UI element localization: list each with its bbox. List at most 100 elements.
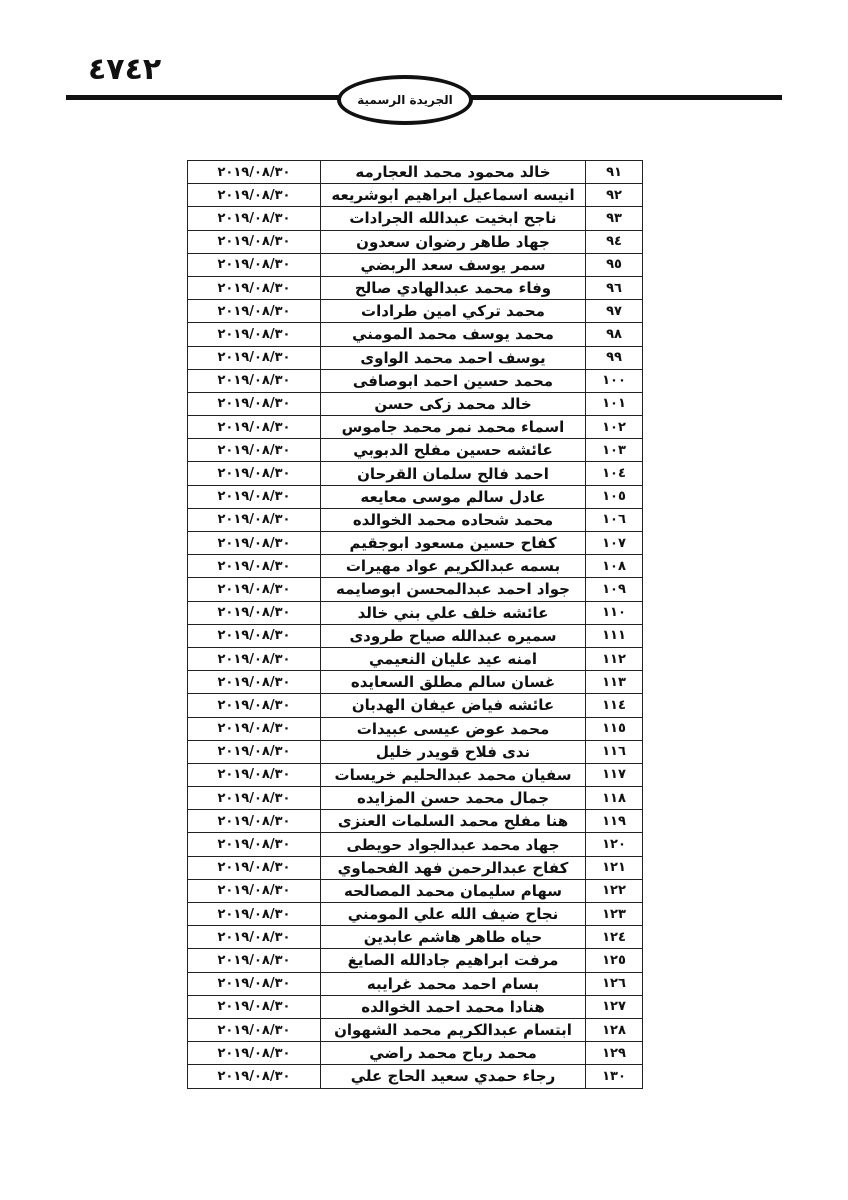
table-row: ١٢٥ مرفت ابراهيم جادالله الصايغ ٢٠١٩/٠٨/٣٠ bbox=[187, 948, 643, 973]
table-row: ١١٥ محمد عوض عيسى عبيدات ٢٠١٩/٠٨/٣٠ bbox=[187, 716, 643, 741]
row-date: ٢٠١٩/٠٨/٣٠ bbox=[187, 159, 321, 185]
row-number: ١٢٩ bbox=[585, 1041, 643, 1066]
row-date: ٢٠١٩/٠٨/٣٠ bbox=[187, 948, 321, 973]
row-number: ١١٨ bbox=[585, 786, 643, 811]
row-number: ١٠١ bbox=[585, 391, 643, 417]
person-name: محمد تركي امين طرادات bbox=[320, 299, 586, 324]
person-name: سفيان محمد عبدالحليم خريسات bbox=[320, 762, 586, 788]
row-number: ٩٤ bbox=[585, 229, 643, 254]
person-name: بسام احمد محمد غرايبه bbox=[320, 971, 586, 996]
table-row: ١٢٦ بسام احمد محمد غرايبه ٢٠١٩/٠٨/٣٠ bbox=[187, 971, 643, 996]
table-row: ١١٨ جمال محمد حسن المزايده ٢٠١٩/٠٨/٣٠ bbox=[187, 786, 643, 811]
table-row: ١٠٩ جواد احمد عبدالمحسن ابوصايمه ٢٠١٩/٠٨/٣… bbox=[187, 577, 643, 602]
row-date: ٢٠١٩/٠٨/٣٠ bbox=[187, 415, 321, 440]
person-name: جهاد محمد عبدالجواد حويطى bbox=[320, 832, 586, 857]
row-number: ٩٩ bbox=[585, 345, 643, 370]
row-number: ١١٣ bbox=[585, 670, 643, 695]
row-date: ٢٠١٩/٠٨/٣٠ bbox=[187, 229, 321, 254]
person-name: هنا مفلح محمد السلمات العنزى bbox=[320, 809, 586, 834]
row-number: ١٢٧ bbox=[585, 994, 643, 1019]
person-name: عائشه فياض عيفان الهدبان bbox=[320, 693, 586, 718]
row-number: ١١٠ bbox=[585, 600, 643, 625]
row-date: ٢٠١٩/٠٨/٣٠ bbox=[187, 554, 321, 579]
row-date: ٢٠١٩/٠٨/٣٠ bbox=[187, 809, 321, 834]
person-name: يوسف احمد محمد الواوى bbox=[320, 345, 586, 370]
row-date: ٢٠١٩/٠٨/٣٠ bbox=[187, 322, 321, 347]
row-number: ١٠٤ bbox=[585, 461, 643, 486]
person-name: كفاح عبدالرحمن فهد الفحماوي bbox=[320, 855, 586, 880]
table-row: ١١٦ ندى فلاح قويدر خليل ٢٠١٩/٠٨/٣٠ bbox=[187, 739, 643, 764]
table-row: ١٠٤ احمد فالح سلمان القرحان ٢٠١٩/٠٨/٣٠ bbox=[187, 461, 643, 486]
person-name: محمد يوسف محمد المومني bbox=[320, 322, 586, 347]
row-date: ٢٠١٩/٠٨/٣٠ bbox=[187, 739, 321, 764]
row-number: ١٢٤ bbox=[585, 925, 643, 950]
person-name: حياه طاهر هاشم عابدين bbox=[320, 925, 586, 950]
table-row: ٩٦ وفاء محمد عبدالهادي صالح ٢٠١٩/٠٨/٣٠ bbox=[187, 275, 643, 301]
row-date: ٢٠١٩/٠٨/٣٠ bbox=[187, 971, 321, 996]
person-name: انيسه اسماعيل ابراهيم ابوشريعه bbox=[320, 183, 586, 208]
row-number: ١١١ bbox=[585, 623, 643, 648]
row-number: ١٢٠ bbox=[585, 832, 643, 857]
page-number: ٤٧٤٢ bbox=[88, 52, 162, 87]
row-date: ٢٠١٩/٠٨/٣٠ bbox=[187, 252, 321, 277]
row-number: ١٠٨ bbox=[585, 554, 643, 579]
row-number: ١٠٣ bbox=[585, 438, 643, 463]
row-date: ٢٠١٩/٠٨/٣٠ bbox=[187, 600, 321, 625]
row-date: ٢٠١٩/٠٨/٣٠ bbox=[187, 299, 321, 324]
table-row: ١٠٥ عادل سالم موسى معايعه ٢٠١٩/٠٨/٣٠ bbox=[187, 484, 643, 509]
table-row: ١٠١ خالد محمد زكى حسن ٢٠١٩/٠٨/٣٠ bbox=[187, 391, 643, 417]
person-name: عادل سالم موسى معايعه bbox=[320, 484, 586, 509]
person-name: جواد احمد عبدالمحسن ابوصايمه bbox=[320, 577, 586, 602]
row-number: ١٠٩ bbox=[585, 577, 643, 602]
table-row: ٩٣ ناجح ابخيت عبدالله الجرادات ٢٠١٩/٠٨/٣٠ bbox=[187, 206, 643, 231]
row-date: ٢٠١٩/٠٨/٣٠ bbox=[187, 832, 321, 857]
row-number: ١١٤ bbox=[585, 693, 643, 718]
person-name: نجاح ضيف الله علي المومني bbox=[320, 901, 586, 927]
person-name: سهام سليمان محمد المصالحه bbox=[320, 878, 586, 904]
person-name: سمر يوسف سعد الربضي bbox=[320, 252, 586, 277]
table-row: ١٠٠ محمد حسين احمد ابوصافى ٢٠١٩/٠٨/٣٠ bbox=[187, 368, 643, 393]
table-row: ١٢٤ حياه طاهر هاشم عابدين ٢٠١٩/٠٨/٣٠ bbox=[187, 925, 643, 950]
row-number: ١٠٦ bbox=[585, 507, 643, 533]
table-row: ١١٣ غسان سالم مطلق السعايده ٢٠١٩/٠٨/٣٠ bbox=[187, 670, 643, 695]
row-date: ٢٠١٩/٠٨/٣٠ bbox=[187, 368, 321, 393]
person-name: عائشه حسين مفلح الدبوبي bbox=[320, 438, 586, 463]
row-date: ٢٠١٩/٠٨/٣٠ bbox=[187, 275, 321, 301]
table-row: ١١٧ سفيان محمد عبدالحليم خريسات ٢٠١٩/٠٨/٣٠ bbox=[187, 762, 643, 788]
names-table: ٩١ خالد محمود محمد العجارمه ٢٠١٩/٠٨/٣٠ ٩٢ ان… bbox=[187, 159, 643, 1089]
row-number: ١٠٥ bbox=[585, 484, 643, 509]
row-date: ٢٠١٩/٠٨/٣٠ bbox=[187, 693, 321, 718]
person-name: غسان سالم مطلق السعايده bbox=[320, 670, 586, 695]
row-date: ٢٠١٩/٠٨/٣٠ bbox=[187, 507, 321, 533]
table-row: ١٠٧ كفاح حسين مسعود ابوجقيم ٢٠١٩/٠٨/٣٠ bbox=[187, 530, 643, 556]
person-name: محمد حسين احمد ابوصافى bbox=[320, 368, 586, 393]
row-number: ٩٧ bbox=[585, 299, 643, 324]
row-number: ١٢٣ bbox=[585, 901, 643, 927]
table-row: ١٠٢ اسماء محمد نمر محمد جاموس ٢٠١٩/٠٨/٣٠ bbox=[187, 415, 643, 440]
table-row: ١٢٩ محمد رباح محمد راضي ٢٠١٩/٠٨/٣٠ bbox=[187, 1041, 643, 1066]
table-row: ١٢٣ نجاح ضيف الله علي المومني ٢٠١٩/٠٨/٣٠ bbox=[187, 901, 643, 927]
person-name: هنادا محمد احمد الخوالده bbox=[320, 994, 586, 1019]
row-date: ٢٠١٩/٠٨/٣٠ bbox=[187, 461, 321, 486]
row-number: ١١٥ bbox=[585, 716, 643, 741]
row-date: ٢٠١٩/٠٨/٣٠ bbox=[187, 716, 321, 741]
row-date: ٢٠١٩/٠٨/٣٠ bbox=[187, 670, 321, 695]
row-number: ١٢٢ bbox=[585, 878, 643, 904]
row-number: ١٢١ bbox=[585, 855, 643, 880]
table-row: ٩٨ محمد يوسف محمد المومني ٢٠١٩/٠٨/٣٠ bbox=[187, 322, 643, 347]
table-row: ١٢٧ هنادا محمد احمد الخوالده ٢٠١٩/٠٨/٣٠ bbox=[187, 994, 643, 1019]
table-row: ١٠٦ محمد شحاده محمد الخوالده ٢٠١٩/٠٨/٣٠ bbox=[187, 507, 643, 533]
table-row: ١١١ سميره عبدالله صياح طرودى ٢٠١٩/٠٨/٣٠ bbox=[187, 623, 643, 648]
row-date: ٢٠١٩/٠٨/٣٠ bbox=[187, 391, 321, 417]
person-name: جمال محمد حسن المزايده bbox=[320, 786, 586, 811]
person-name: رجاء حمدي سعيد الحاج علي bbox=[320, 1064, 586, 1089]
row-date: ٢٠١٩/٠٨/٣٠ bbox=[187, 577, 321, 602]
row-date: ٢٠١٩/٠٨/٣٠ bbox=[187, 994, 321, 1019]
row-number: ١٠٠ bbox=[585, 368, 643, 393]
row-date: ٢٠١٩/٠٨/٣٠ bbox=[187, 623, 321, 648]
row-number: ٩١ bbox=[585, 159, 643, 185]
row-date: ٢٠١٩/٠٨/٣٠ bbox=[187, 1017, 321, 1043]
table-row: ٩٢ انيسه اسماعيل ابراهيم ابوشريعه ٢٠١٩/٠٨/… bbox=[187, 183, 643, 208]
row-date: ٢٠١٩/٠٨/٣٠ bbox=[187, 646, 321, 672]
row-date: ٢٠١٩/٠٨/٣٠ bbox=[187, 206, 321, 231]
